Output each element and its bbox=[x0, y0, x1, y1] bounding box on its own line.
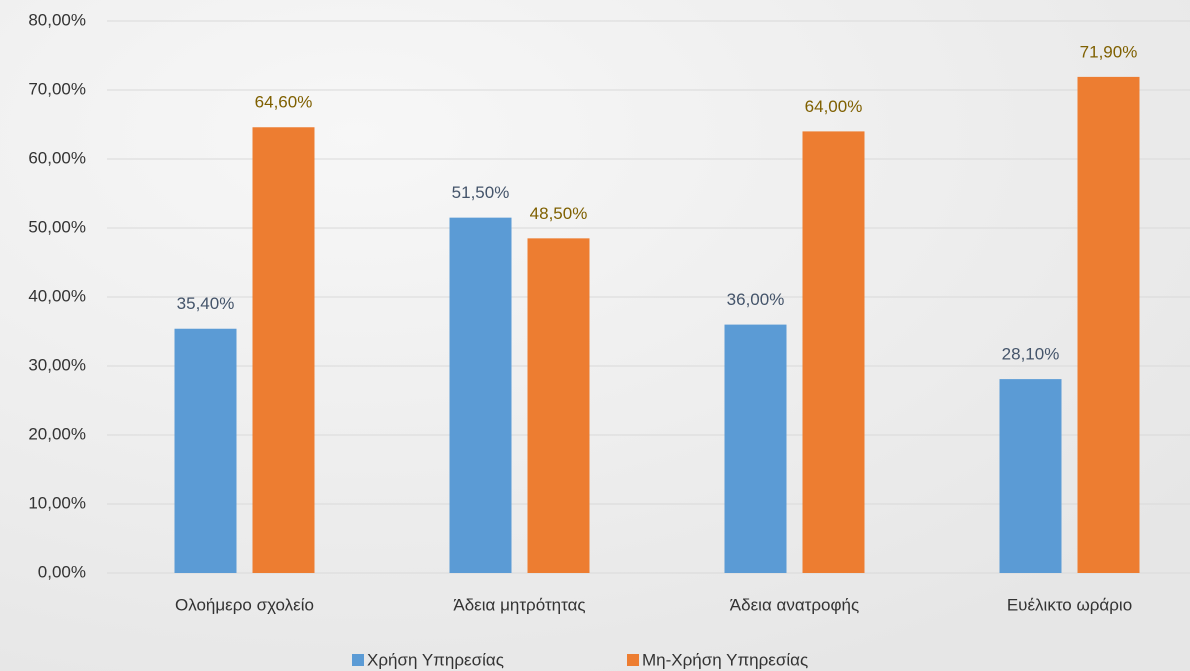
y-tick-label: 40,00% bbox=[28, 286, 86, 305]
x-tick-label: Άδεια μητρότητας bbox=[453, 595, 585, 614]
bar bbox=[252, 127, 315, 573]
y-tick-label: 10,00% bbox=[28, 493, 86, 512]
bar bbox=[527, 238, 590, 573]
x-tick-label: Ολοήμερο σχολείο bbox=[175, 595, 314, 614]
x-tick-label: Άδεια ανατροφής bbox=[730, 595, 859, 614]
bar bbox=[1077, 76, 1140, 573]
legend-label: Χρήση Υπηρεσίας bbox=[367, 650, 504, 669]
bar bbox=[174, 328, 237, 573]
y-tick-label: 30,00% bbox=[28, 355, 86, 374]
legend-swatch bbox=[352, 654, 364, 666]
value-label: 35,40% bbox=[177, 294, 235, 313]
value-label: 64,00% bbox=[805, 97, 863, 116]
value-label: 64,60% bbox=[255, 93, 313, 112]
value-label: 28,10% bbox=[1002, 345, 1060, 364]
y-tick-label: 60,00% bbox=[28, 148, 86, 167]
legend-swatch bbox=[627, 654, 639, 666]
value-label: 51,50% bbox=[452, 183, 510, 202]
value-label: 48,50% bbox=[530, 204, 588, 223]
bar bbox=[724, 324, 787, 573]
y-tick-label: 70,00% bbox=[28, 79, 86, 98]
legend-label: Μη-Χρήση Υπηρεσίας bbox=[642, 650, 808, 669]
y-tick-label: 20,00% bbox=[28, 424, 86, 443]
y-tick-label: 80,00% bbox=[28, 10, 86, 29]
value-label: 71,90% bbox=[1080, 42, 1138, 61]
bar bbox=[999, 379, 1062, 573]
bar bbox=[449, 217, 512, 573]
y-tick-label: 0,00% bbox=[38, 562, 86, 581]
x-tick-label: Ευέλικτο ωράριο bbox=[1007, 595, 1132, 614]
bar bbox=[802, 131, 865, 573]
y-tick-label: 50,00% bbox=[28, 217, 86, 236]
value-label: 36,00% bbox=[727, 290, 785, 309]
